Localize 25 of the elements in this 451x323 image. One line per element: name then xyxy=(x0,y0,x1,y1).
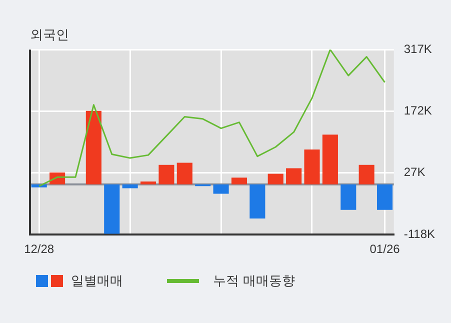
bar xyxy=(376,184,393,210)
y-tick-label: 172K xyxy=(404,104,432,118)
bar xyxy=(304,150,320,184)
y-tick-label: 317K xyxy=(404,42,432,56)
bar xyxy=(358,164,374,184)
y-tick-label: -118K xyxy=(404,226,436,241)
bar xyxy=(250,184,266,218)
bar xyxy=(322,134,338,184)
bar xyxy=(140,181,156,184)
bar xyxy=(104,184,120,234)
bar xyxy=(213,184,229,194)
bar xyxy=(268,174,284,184)
legend-label: 일별매매 xyxy=(71,273,123,290)
bar xyxy=(86,110,102,184)
bar xyxy=(122,184,138,188)
x-tick-label: 12/28 xyxy=(24,242,54,256)
x-tick-label: 01/26 xyxy=(370,242,400,256)
bar xyxy=(286,168,302,184)
bar xyxy=(176,162,192,184)
bar xyxy=(231,178,248,184)
legend-label: 누적 매매동향 xyxy=(213,273,296,290)
chart-title: 외국인 xyxy=(30,28,69,44)
bar xyxy=(158,164,174,184)
y-tick-label: 27K xyxy=(404,165,426,180)
bar xyxy=(340,184,356,210)
